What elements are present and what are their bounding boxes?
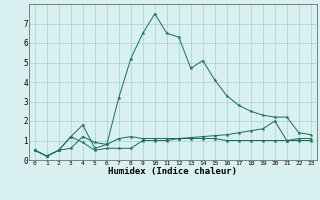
X-axis label: Humidex (Indice chaleur): Humidex (Indice chaleur) (108, 167, 237, 176)
